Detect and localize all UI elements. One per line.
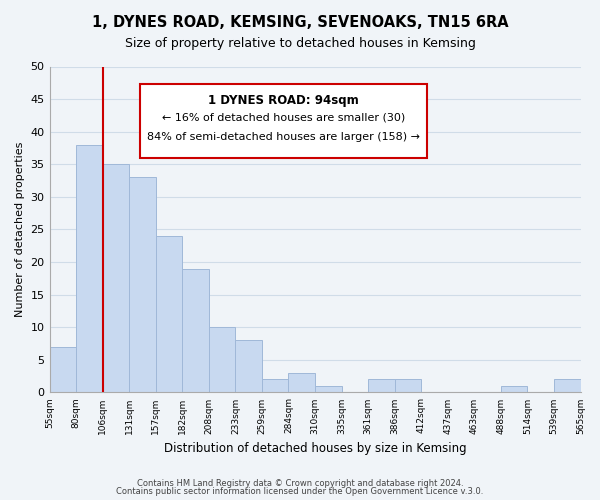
X-axis label: Distribution of detached houses by size in Kemsing: Distribution of detached houses by size … (164, 442, 466, 455)
FancyBboxPatch shape (140, 84, 427, 158)
Text: 1 DYNES ROAD: 94sqm: 1 DYNES ROAD: 94sqm (208, 94, 359, 107)
Bar (501, 386, 527, 392)
Bar (103, 164, 129, 392)
Text: 1, DYNES ROAD, KEMSING, SEVENOAKS, TN15 6RA: 1, DYNES ROAD, KEMSING, SEVENOAKS, TN15 … (92, 15, 508, 30)
Bar (289, 373, 315, 392)
Text: Contains public sector information licensed under the Open Government Licence v.: Contains public sector information licen… (116, 487, 484, 496)
Bar (156, 236, 182, 392)
Bar (395, 380, 421, 392)
Bar (76, 144, 103, 392)
Text: ← 16% of detached houses are smaller (30): ← 16% of detached houses are smaller (30… (161, 112, 405, 122)
Bar (554, 380, 581, 392)
Bar (50, 347, 76, 393)
Bar (209, 327, 235, 392)
Text: 84% of semi-detached houses are larger (158) →: 84% of semi-detached houses are larger (… (146, 132, 419, 141)
Bar (129, 178, 156, 392)
Bar (182, 268, 209, 392)
Bar (262, 380, 289, 392)
Y-axis label: Number of detached properties: Number of detached properties (15, 142, 25, 317)
Bar (235, 340, 262, 392)
Bar (368, 380, 395, 392)
Text: Size of property relative to detached houses in Kemsing: Size of property relative to detached ho… (125, 38, 475, 51)
Bar (315, 386, 341, 392)
Text: Contains HM Land Registry data © Crown copyright and database right 2024.: Contains HM Land Registry data © Crown c… (137, 478, 463, 488)
